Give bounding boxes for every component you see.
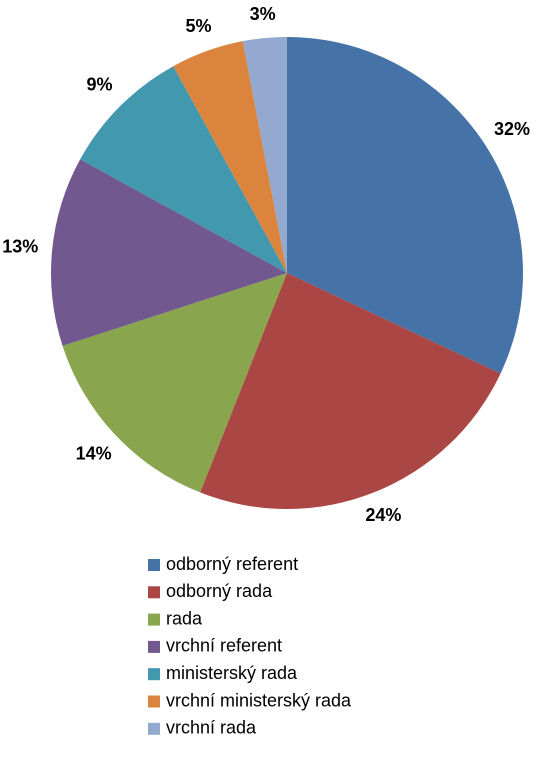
pie-slice bbox=[51, 159, 288, 346]
pie-slice bbox=[62, 273, 288, 493]
data-label: 32% bbox=[494, 119, 530, 139]
pie-slice bbox=[287, 37, 523, 374]
data-label: 14% bbox=[76, 443, 112, 463]
pie-slice bbox=[242, 37, 287, 273]
legend-swatch bbox=[148, 668, 160, 681]
legend-swatch bbox=[148, 613, 160, 626]
legend-label: vrchní referent bbox=[166, 636, 282, 656]
legend-label: rada bbox=[166, 608, 203, 628]
data-label: 9% bbox=[87, 74, 113, 94]
legend-swatch bbox=[148, 722, 160, 735]
data-label: 13% bbox=[2, 237, 38, 257]
pie-slice bbox=[200, 273, 501, 509]
legend-label: vrchní ministerský rada bbox=[166, 690, 352, 710]
data-label: 5% bbox=[185, 16, 211, 36]
data-label: 24% bbox=[365, 505, 401, 525]
data-label: 3% bbox=[250, 4, 276, 24]
legend-swatch bbox=[148, 640, 160, 653]
legend-swatch bbox=[148, 559, 160, 571]
legend-swatch bbox=[148, 695, 160, 708]
pie-slice bbox=[80, 66, 287, 273]
legend-label: vrchní rada bbox=[166, 718, 257, 738]
legend-label: odborný referent bbox=[166, 554, 298, 574]
pie-slice bbox=[173, 41, 287, 274]
legend-label: odborný rada bbox=[166, 581, 273, 601]
legend-label: ministerský rada bbox=[166, 663, 298, 683]
legend-swatch bbox=[148, 586, 160, 599]
